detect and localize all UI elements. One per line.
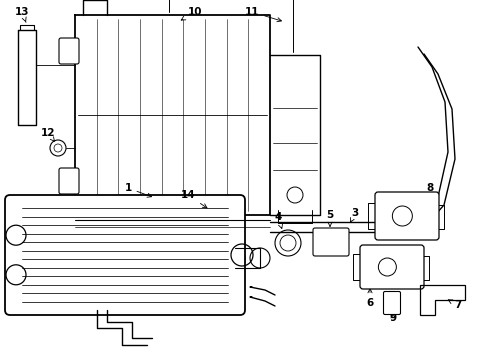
FancyBboxPatch shape (59, 168, 79, 194)
Text: 14: 14 (181, 190, 206, 208)
Text: 10: 10 (181, 7, 202, 20)
FancyBboxPatch shape (5, 195, 244, 315)
Text: 8: 8 (417, 183, 433, 198)
Text: 9: 9 (388, 313, 396, 323)
FancyBboxPatch shape (59, 38, 79, 64)
Text: 3: 3 (350, 208, 358, 222)
Text: 6: 6 (366, 289, 373, 308)
FancyBboxPatch shape (312, 228, 348, 256)
Text: 13: 13 (15, 7, 29, 22)
FancyBboxPatch shape (374, 192, 438, 240)
FancyBboxPatch shape (359, 245, 423, 289)
Text: 11: 11 (244, 7, 281, 22)
Text: 12: 12 (41, 128, 55, 141)
Text: 7: 7 (447, 300, 461, 310)
Text: 1: 1 (124, 183, 151, 197)
Text: 4: 4 (274, 212, 282, 229)
Text: 2: 2 (335, 240, 343, 258)
Text: 5: 5 (325, 210, 333, 226)
FancyBboxPatch shape (383, 292, 400, 315)
